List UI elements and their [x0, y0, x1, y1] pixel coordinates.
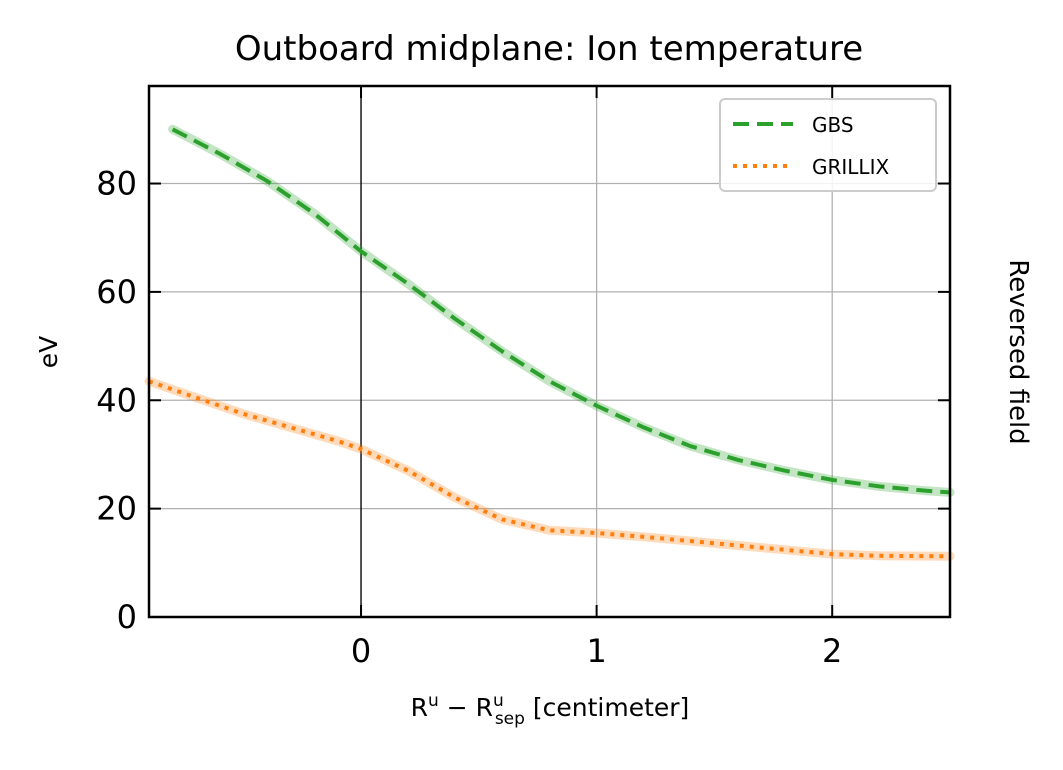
legend-label-grillix: GRILLIX: [812, 155, 889, 179]
series-line-grillix: [148, 379, 951, 559]
y-tick-label: 80: [96, 165, 137, 203]
x-tick-label: 1: [586, 632, 606, 670]
side-label: Reversed field: [1003, 259, 1033, 444]
tick-layer: 0 20 40 60 80 0 1 2: [96, 86, 950, 670]
plot-frame: [147, 84, 952, 619]
x-axis-label: Ru − Ru sep [centimeter]: [411, 691, 690, 729]
grid-lines: [149, 86, 950, 617]
x-tick-label: 0: [351, 632, 371, 670]
y-tick-label: 0: [117, 598, 137, 636]
series-layer: [144, 124, 955, 561]
x-tick-label: 2: [822, 632, 842, 670]
chart-title: Outboard midplane: Ion temperature: [235, 29, 863, 69]
y-tick-label: 40: [96, 381, 137, 419]
y-axis-label: eV: [34, 336, 63, 368]
y-tick-label: 20: [96, 490, 137, 528]
y-tick-label: 60: [96, 273, 137, 311]
legend: GBS GRILLIX: [719, 98, 937, 192]
series-line-gbs: [171, 127, 951, 495]
legend-label-gbs: GBS: [812, 113, 854, 137]
